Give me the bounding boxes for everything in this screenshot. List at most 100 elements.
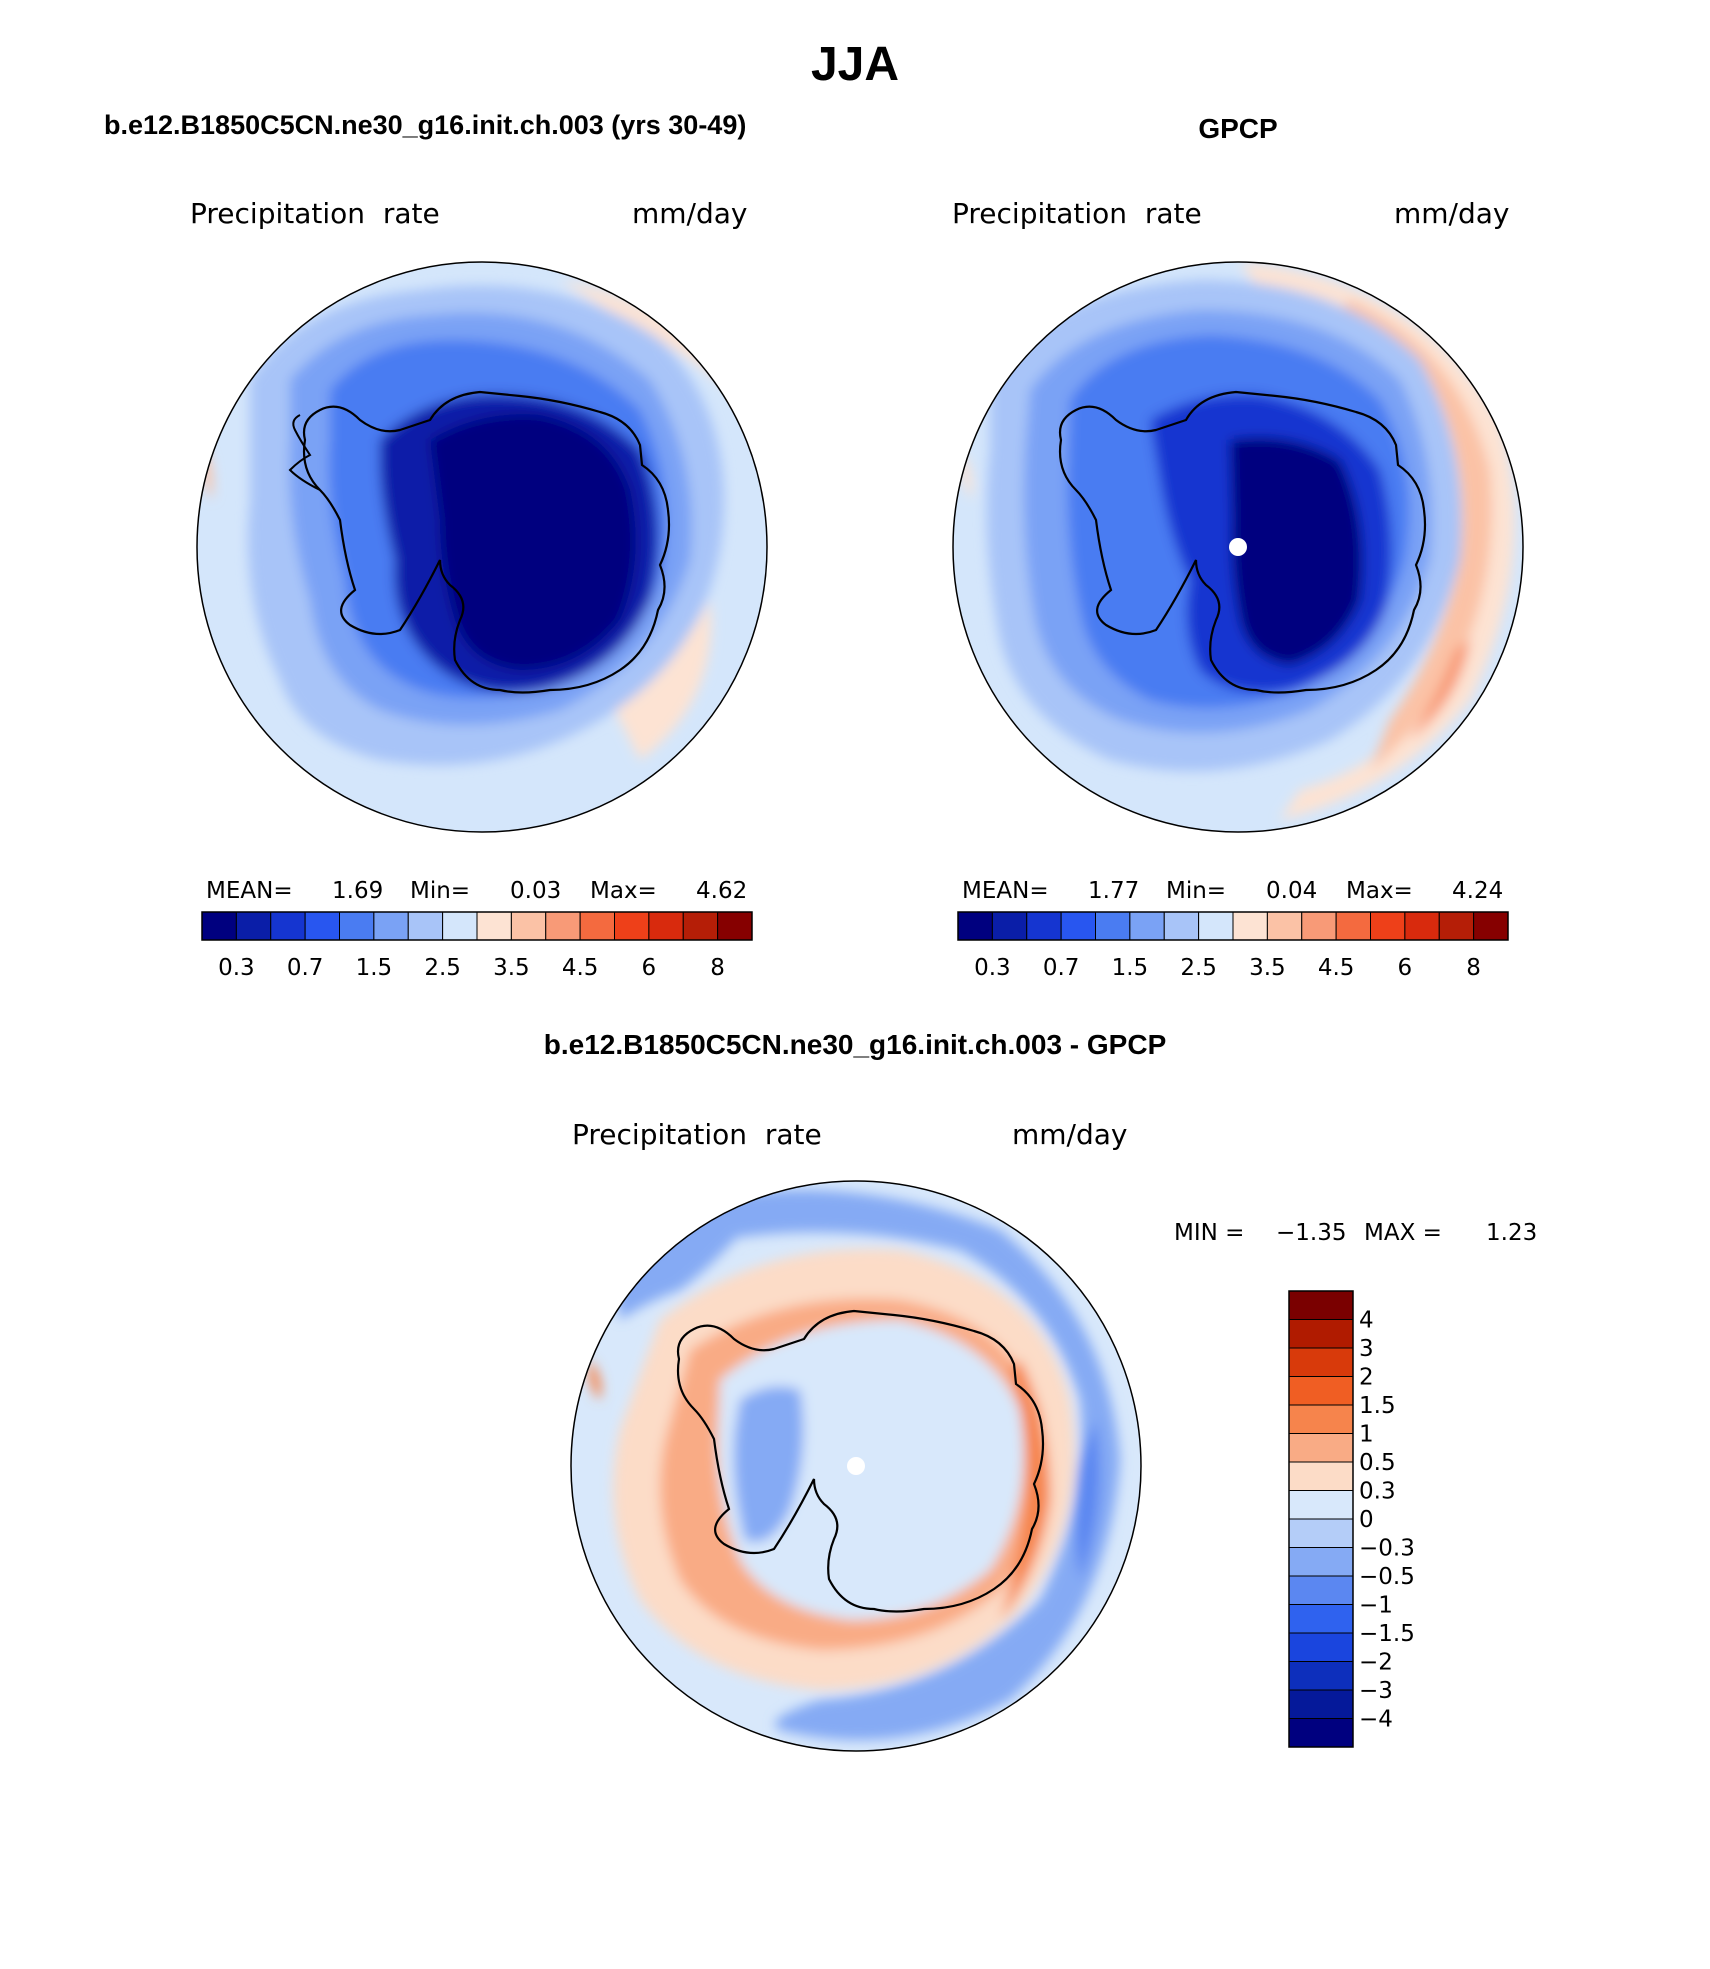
- panel-model-mean-value: 1.69: [332, 878, 383, 904]
- warm-orange-east: [1340, 300, 1492, 770]
- colorbar-tick-label: 8: [1466, 955, 1481, 981]
- panel-model-field-label: Precipitation rate: [190, 197, 440, 230]
- panel-model-mean-label: MEAN=: [206, 878, 293, 904]
- panel-obs: GPCP Precipitation rate mm/day MEAN= 1.7…: [952, 113, 1524, 981]
- colorbar-swatch: [304, 911, 340, 941]
- pos-strong-arc: [1000, 1360, 1050, 1620]
- colorbar-tick-label: 0.5: [1359, 1450, 1396, 1476]
- interior-deep: [430, 414, 636, 670]
- colorbar-tick-label: −3: [1359, 1678, 1393, 1704]
- pos-patch-west: [588, 1360, 602, 1400]
- panel-model-map-border: [196, 261, 768, 833]
- panel-obs-max-value: 4.24: [1452, 878, 1503, 904]
- colorbar-tick-label: 1.5: [356, 955, 393, 981]
- colorbar-tick-label: 0.3: [974, 955, 1011, 981]
- colorbar-tick-label: 0: [1359, 1507, 1374, 1533]
- colorbar-frame: [201, 911, 753, 941]
- colorbar-swatch: [373, 911, 409, 941]
- colorbar-tick-label: 1.5: [1359, 1393, 1396, 1419]
- panel-obs-colorbar: 0.3 0.7 1.5 2.5 3.5 4.5 6 8: [957, 911, 1509, 981]
- colorbar-tick-label: 1.5: [1112, 955, 1149, 981]
- pole-mask: [847, 1457, 865, 1475]
- panel-diff-max-value: 1.23: [1486, 1220, 1537, 1246]
- colorbar-tick-label: 8: [710, 955, 725, 981]
- panel-diff-map-border: [570, 1180, 1142, 1752]
- colorbar-swatch: [1438, 911, 1475, 941]
- panel-obs-min-value: 0.04: [1266, 878, 1317, 904]
- colorbar-tick-label: 4.5: [1318, 955, 1355, 981]
- colorbar-swatch: [717, 911, 753, 941]
- panel-diff-field-label: Precipitation rate: [572, 1118, 822, 1151]
- colorbar-swatch: [1288, 1518, 1354, 1548]
- colorbar-swatch: [1288, 1661, 1354, 1691]
- panel-diff-map: [571, 1181, 1141, 1751]
- colorbar-swatch: [1288, 1376, 1354, 1406]
- neg-strong-east: [1075, 1420, 1100, 1580]
- colorbar-swatch: [270, 911, 306, 941]
- panel-model-min-label: Min=: [410, 878, 470, 904]
- colorbar-swatch: [1288, 1547, 1354, 1577]
- colorbar-tick-label: 3.5: [1249, 955, 1286, 981]
- colorbar-swatch: [545, 911, 581, 941]
- panel-model: b.e12.B1850C5CN.ne30_g16.init.ch.003 (yr…: [104, 110, 768, 981]
- colorbar-tick-label: 6: [642, 955, 657, 981]
- interior-deep: [1230, 437, 1363, 665]
- colorbar-tick-label: 2.5: [1180, 955, 1217, 981]
- colorbar-tick-label: 3.5: [493, 955, 530, 981]
- colorbar-swatch: [1288, 1604, 1354, 1634]
- colorbar-tick-label: −1.5: [1359, 1621, 1415, 1647]
- colorbar-swatch: [991, 911, 1028, 941]
- panel-obs-field-label: Precipitation rate: [952, 197, 1202, 230]
- colorbar-swatch: [682, 911, 719, 941]
- colorbar-swatch: [442, 911, 478, 941]
- colorbar-tick-label: 0.7: [287, 955, 324, 981]
- colorbar-tick-label: −0.5: [1359, 1564, 1415, 1590]
- panel-diff-colorbar: 43 21.5 10.5 0.30 −0.3−0.5 −1−1.5 −2−3 −4: [1288, 1290, 1415, 1748]
- colorbar-tick-label: 0.3: [218, 955, 255, 981]
- colorbar-swatch: [1288, 1290, 1354, 1320]
- panel-obs-min-label: Min=: [1166, 878, 1226, 904]
- colorbar-swatch: [957, 911, 993, 941]
- colorbar-swatch: [1163, 911, 1200, 941]
- colorbar-swatch: [1288, 1461, 1354, 1491]
- panel-diff-units: mm/day: [1012, 1118, 1128, 1151]
- colorbar-swatch: [1026, 911, 1062, 941]
- colorbar-swatch: [201, 911, 237, 941]
- colorbar-frame: [1288, 1290, 1354, 1748]
- colorbar-tick-label: 6: [1398, 955, 1413, 981]
- pole-mask: [1229, 538, 1247, 556]
- colorbar-swatch: [476, 911, 512, 941]
- colorbar-tick-label: −0.3: [1359, 1536, 1415, 1562]
- colorbar-swatch: [339, 911, 375, 941]
- panel-model-map: [197, 262, 767, 832]
- colorbar-swatch: [1288, 1718, 1354, 1748]
- colorbar-swatch: [1232, 911, 1268, 941]
- colorbar-swatch: [1473, 911, 1509, 941]
- colorbar-swatch: [1129, 911, 1165, 941]
- panel-model-units: mm/day: [632, 197, 748, 230]
- panel-obs-map-border: [952, 261, 1524, 833]
- colorbar-swatch: [1288, 1632, 1354, 1662]
- colorbar-tick-label: 0.3: [1359, 1479, 1396, 1505]
- colorbar-swatch: [1288, 1433, 1354, 1463]
- coastline: [1058, 390, 1427, 694]
- colorbar-swatch: [1288, 1404, 1354, 1434]
- warm-strong-se: [1410, 640, 1470, 740]
- colorbar-swatch: [614, 911, 650, 941]
- colorbar-swatch: [1288, 1689, 1354, 1719]
- colorbar-tick-label: 1: [1359, 1422, 1374, 1448]
- panel-obs-title: GPCP: [1198, 113, 1277, 144]
- colorbar-swatch: [1266, 911, 1303, 941]
- season-title: JJA: [811, 38, 899, 91]
- panel-obs-max-label: Max=: [1346, 878, 1413, 904]
- colorbar-tick-label: −1: [1359, 1593, 1393, 1619]
- panel-diff-min-label: MIN =: [1174, 1220, 1244, 1246]
- colorbar-tick-label: 4.5: [562, 955, 599, 981]
- colorbar-swatch: [510, 911, 547, 941]
- colorbar-swatch: [1335, 911, 1371, 941]
- colorbar-tick-label: 3: [1359, 1336, 1374, 1362]
- panel-diff: b.e12.B1850C5CN.ne30_g16.init.ch.003 - G…: [544, 1029, 1537, 1752]
- panel-model-max-label: Max=: [590, 878, 657, 904]
- panel-obs-map: [953, 262, 1523, 832]
